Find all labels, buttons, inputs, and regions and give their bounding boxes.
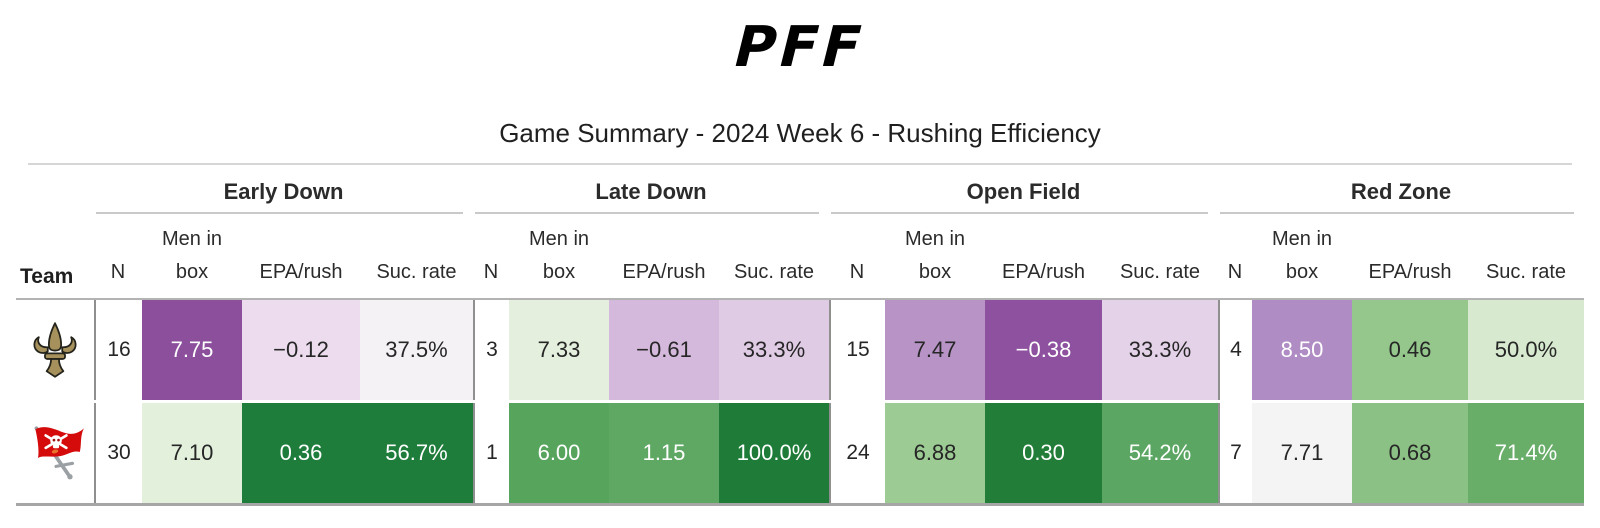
col-header-line2: box	[175, 261, 209, 283]
team-column-header: Team	[20, 265, 74, 288]
section-label: Late Down	[595, 179, 707, 204]
buccaneers-red-n: 7	[1218, 403, 1252, 503]
pff-logo: PFF	[0, 15, 1600, 80]
col-header-epa-rush: EPA/rush	[622, 261, 706, 283]
section-underline	[475, 212, 819, 214]
buccaneers-early-men-in-box-cell: 7.10	[142, 403, 242, 503]
col-header-line2: box	[918, 261, 952, 283]
col-header-n: N	[483, 261, 499, 283]
saints-late-epa-cell: −0.61	[609, 300, 719, 400]
section-underline	[96, 212, 463, 214]
col-header-suc-rate: Suc. rate	[733, 261, 815, 283]
col-header-epa-rush: EPA/rush	[1368, 261, 1452, 283]
buccaneers-late-men-in-box-cell: 6.00	[509, 403, 609, 503]
saints-early-n: 16	[94, 300, 142, 400]
section-header-early-down: Early Down	[94, 168, 473, 214]
buccaneers-late-epa-cell: 1.15	[609, 403, 719, 503]
col-header-suc-rate: Suc. rate	[1119, 261, 1201, 283]
saints-open-men-in-box-cell: 7.47	[885, 300, 985, 400]
pff-logo-text: PFF	[727, 15, 874, 80]
saints-early-suc-cell: 37.5%	[360, 300, 473, 400]
saints-open-suc-cell: 33.3%	[1102, 300, 1218, 400]
section-header-red-zone: Red Zone	[1218, 168, 1584, 214]
col-header-n: N	[1227, 261, 1243, 283]
buccaneers-late-suc-cell: 100.0%	[719, 403, 829, 503]
saints-red-n: 4	[1218, 300, 1252, 400]
col-header-line2: box	[542, 261, 576, 283]
saints-team-logo-cell	[16, 300, 94, 400]
saints-open-epa-cell: −0.38	[985, 300, 1102, 400]
buccaneers-open-epa-cell: 0.30	[985, 403, 1102, 503]
buccaneers-early-epa-cell: 0.36	[242, 403, 360, 503]
section-label: Early Down	[223, 179, 344, 204]
buccaneers-red-epa-cell: 0.68	[1352, 403, 1468, 503]
col-header-men-in-box: Men in box	[885, 214, 985, 298]
saints-red-men-in-box-cell: 8.50	[1252, 300, 1352, 400]
section-label: Open Field	[966, 179, 1081, 204]
col-header-line1: Men in	[1271, 228, 1333, 250]
buccaneers-early-n: 30	[94, 403, 142, 503]
col-header-men-in-box: Men in box	[509, 214, 609, 298]
col-header-n: N	[110, 261, 126, 283]
buccaneers-open-suc-cell: 54.2%	[1102, 403, 1218, 503]
title-divider	[28, 163, 1572, 165]
col-header-line1: Men in	[904, 228, 966, 250]
buccaneers-red-men-in-box-cell: 7.71	[1252, 403, 1352, 503]
saints-open-n: 15	[829, 300, 885, 400]
col-header-line2: box	[1285, 261, 1319, 283]
buccaneers-logo-icon	[34, 426, 84, 480]
col-header-n: N	[849, 261, 865, 283]
saints-logo-icon	[33, 322, 77, 378]
table-header: Early Down Late Down Open Field Red Zone…	[16, 168, 1584, 298]
buccaneers-team-logo-cell	[16, 403, 94, 503]
saints-late-n: 3	[473, 300, 509, 400]
saints-early-epa-cell: −0.12	[242, 300, 360, 400]
buccaneers-late-n: 1	[473, 403, 509, 503]
section-underline	[1220, 212, 1574, 214]
section-header-late-down: Late Down	[473, 168, 829, 214]
saints-late-suc-cell: 33.3%	[719, 300, 829, 400]
buccaneers-red-suc-cell: 71.4%	[1468, 403, 1584, 503]
saints-red-suc-cell: 50.0%	[1468, 300, 1584, 400]
saints-red-epa-cell: 0.46	[1352, 300, 1468, 400]
col-header-epa-rush: EPA/rush	[1002, 261, 1085, 283]
saints-late-men-in-box-cell: 7.33	[509, 300, 609, 400]
col-header-men-in-box: Men in box	[142, 214, 242, 298]
col-header-suc-rate: Suc. rate	[1485, 261, 1567, 283]
table-body: 16 7.75 −0.12 37.5% 3 7.33 −0.61 33.3% 1…	[16, 298, 1584, 506]
rushing-efficiency-table: Early Down Late Down Open Field Red Zone…	[16, 168, 1584, 506]
col-header-line1: Men in	[161, 228, 223, 250]
buccaneers-open-men-in-box-cell: 6.88	[885, 403, 985, 503]
col-header-epa-rush: EPA/rush	[259, 261, 343, 283]
buccaneers-open-n: 24	[829, 403, 885, 503]
saints-early-men-in-box-cell: 7.75	[142, 300, 242, 400]
col-header-line1: Men in	[528, 228, 590, 250]
col-header-suc-rate: Suc. rate	[376, 261, 457, 283]
section-underline	[831, 212, 1208, 214]
section-header-open-field: Open Field	[829, 168, 1218, 214]
col-header-men-in-box: Men in box	[1252, 214, 1352, 298]
buccaneers-early-suc-cell: 56.7%	[360, 403, 473, 503]
page-title: Game Summary - 2024 Week 6 - Rushing Eff…	[499, 118, 1101, 148]
section-label: Red Zone	[1350, 179, 1452, 204]
